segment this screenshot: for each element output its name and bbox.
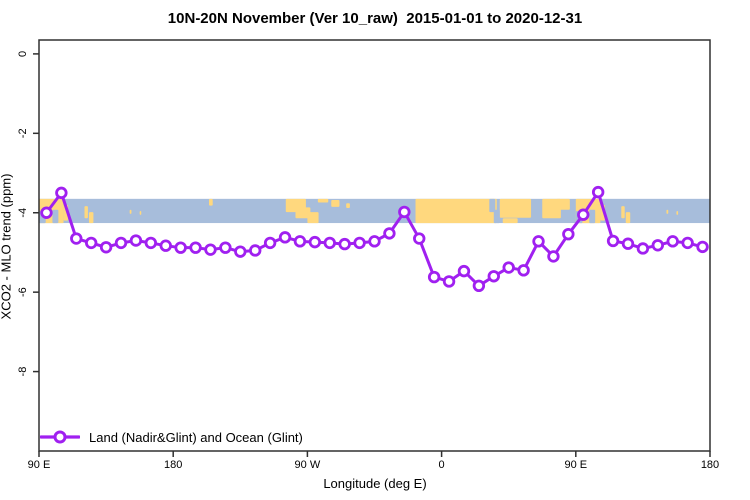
series-point	[144, 236, 158, 250]
map-water-patch	[52, 209, 59, 224]
map-land-patch	[346, 203, 350, 209]
x-tick-label: 90 E	[28, 459, 51, 471]
map-land-patch	[499, 198, 532, 218]
series-point	[562, 227, 575, 241]
series-point	[427, 270, 441, 284]
map-land-patch	[415, 198, 497, 224]
series-point	[263, 236, 277, 250]
series-point	[114, 236, 128, 250]
map-land-patch	[331, 200, 340, 207]
map-land-patch	[129, 209, 132, 214]
series-point	[278, 231, 292, 244]
series-point	[681, 236, 694, 250]
y-tick-label: -8	[17, 367, 29, 377]
series-point	[159, 239, 172, 252]
series-point	[204, 243, 217, 256]
series-point	[99, 241, 113, 254]
series-point	[621, 237, 635, 250]
x-tick-label: 90 W	[295, 459, 321, 471]
series-point	[442, 275, 456, 288]
map-land-patch	[676, 210, 679, 215]
map-land-patch	[88, 212, 94, 224]
series-point	[40, 206, 53, 219]
series-point	[174, 241, 187, 254]
series-point	[398, 205, 411, 219]
map-land-patch	[307, 212, 319, 224]
series-point	[487, 270, 500, 283]
series-point	[591, 185, 605, 199]
series-point	[219, 241, 232, 254]
map-land-patch	[208, 198, 213, 206]
series-point	[353, 236, 366, 250]
x-tick-label: 0	[439, 459, 445, 471]
map-land-patch	[295, 207, 311, 219]
series-point	[606, 234, 620, 248]
series-point	[234, 245, 247, 258]
map-land-patch	[556, 198, 570, 210]
series-point	[413, 232, 426, 245]
map-land-patch	[139, 210, 142, 215]
map-water-patch	[493, 209, 500, 224]
map-land-patch	[625, 212, 631, 224]
series-point	[502, 261, 515, 274]
series-point	[55, 186, 68, 200]
series-point	[696, 240, 709, 254]
series-point	[293, 235, 307, 248]
series-point	[532, 235, 545, 248]
series-point	[383, 227, 396, 240]
map-land-patch	[666, 209, 669, 214]
map-land-patch	[542, 198, 561, 219]
chart-title: 10N-20N November (Ver 10_raw) 2015-01-01…	[167, 10, 583, 27]
map-land-patch	[84, 206, 88, 219]
series-point	[84, 236, 98, 250]
series-point	[517, 264, 530, 277]
series-point	[636, 242, 650, 255]
y-tick-label: -6	[17, 287, 29, 297]
series-point	[577, 208, 590, 221]
plot-border	[38, 39, 711, 452]
map-land-patch	[317, 198, 329, 203]
series-point	[472, 279, 486, 293]
y-tick-label: -2	[17, 128, 29, 138]
series-point	[70, 232, 83, 245]
legend-line-marker-icon	[40, 430, 80, 444]
x-tick-label: 180	[701, 459, 719, 471]
x-tick-label: 180	[164, 459, 182, 471]
legend: Land (Nadir&Glint) and Ocean (Glint)	[40, 429, 303, 445]
series-point	[666, 235, 679, 248]
series-point	[547, 250, 560, 263]
series-point	[457, 264, 471, 278]
series-point	[249, 244, 262, 257]
series-point	[189, 241, 202, 254]
series-point	[338, 237, 351, 251]
series-point	[129, 234, 143, 247]
x-axis-title: Longitude (deg E)	[323, 476, 427, 491]
map-water-patch	[489, 198, 496, 213]
map-land-patch	[502, 218, 518, 224]
map-land-patch	[621, 206, 625, 219]
map-water-patch	[589, 209, 596, 224]
y-tick-label: 0	[17, 51, 29, 57]
legend-label: Land (Nadir&Glint) and Ocean (Glint)	[89, 429, 303, 445]
series-point	[368, 235, 381, 248]
x-tick-label: 90 E	[564, 459, 587, 471]
series-point	[323, 236, 336, 250]
series-point	[651, 239, 665, 252]
map-band-ocean	[39, 198, 710, 224]
y-axis-title: XCO2 - MLO trend (ppm)	[0, 173, 14, 320]
series-point	[308, 235, 322, 249]
y-tick-label: -4	[17, 208, 29, 218]
